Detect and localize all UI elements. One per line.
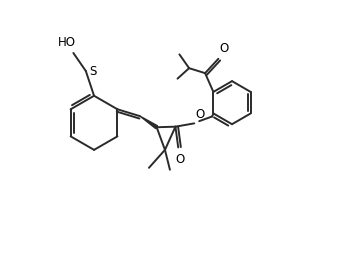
- Polygon shape: [140, 116, 157, 129]
- Text: O: O: [220, 43, 229, 55]
- Text: O: O: [175, 153, 184, 166]
- Text: HO: HO: [58, 36, 75, 49]
- Text: O: O: [195, 108, 205, 121]
- Text: S: S: [89, 65, 96, 78]
